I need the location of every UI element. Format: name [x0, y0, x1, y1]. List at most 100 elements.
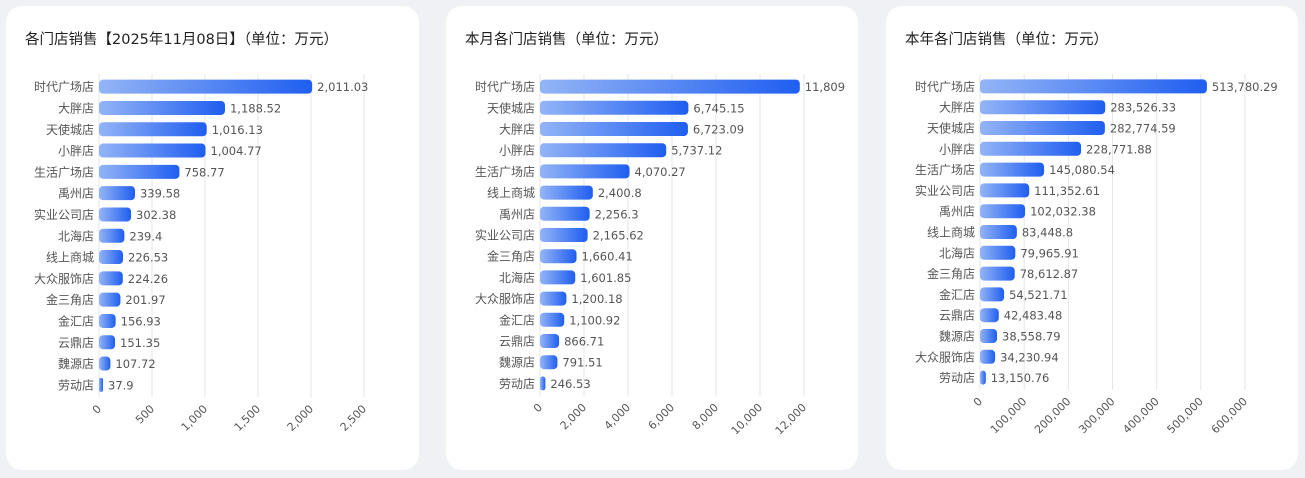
bar[interactable]	[540, 291, 567, 306]
bar[interactable]	[980, 245, 1016, 260]
bar[interactable]	[99, 250, 124, 265]
bar[interactable]	[99, 100, 225, 115]
store-sales-month-chart: 0 2,000 4,000 6,000 8,000 10,000 12,000 时代广场店 11…	[475, 74, 845, 437]
category-label: 金三角店	[487, 249, 535, 264]
x-tick-label: 2,500	[338, 402, 369, 433]
bar[interactable]	[980, 100, 1106, 115]
category-label: 生活广场店	[915, 163, 975, 177]
bar[interactable]	[99, 122, 207, 137]
bar[interactable]	[99, 313, 116, 328]
category-label: 北海店	[939, 245, 975, 260]
bar[interactable]	[99, 186, 135, 201]
bar[interactable]	[540, 270, 576, 285]
category-label: 劳动店	[58, 378, 94, 392]
panel-title: 各门店销售【2025年11月08日】（单位：万元）	[25, 32, 339, 48]
bar[interactable]	[980, 329, 998, 343]
category-label: 线上商城	[927, 225, 975, 240]
value-label: 791.51	[562, 356, 602, 370]
store-sales-today-panel: 各门店销售【2025年11月08日】（单位：万元） 0 500 1,000 1,500…	[6, 6, 419, 470]
value-label: 2,400.8	[598, 186, 642, 200]
bar[interactable]	[980, 183, 1030, 198]
category-label: 云鼎店	[939, 309, 975, 323]
bar[interactable]	[980, 266, 1015, 281]
category-label: 大众服饰店	[34, 272, 94, 286]
bar[interactable]	[540, 79, 800, 94]
bar[interactable]	[980, 287, 1005, 302]
category-label: 金汇店	[58, 313, 94, 328]
bar[interactable]	[540, 164, 630, 179]
category-label: 线上商城	[487, 185, 535, 200]
x-tick-label: 1,000	[179, 402, 210, 433]
bar[interactable]	[540, 228, 588, 242]
bar[interactable]	[980, 79, 1207, 94]
bar[interactable]	[99, 271, 123, 286]
value-label: 111,352.61	[1034, 184, 1100, 198]
bar[interactable]	[99, 207, 132, 222]
category-label: 生活广场店	[475, 165, 535, 179]
value-label: 79,965.91	[1020, 246, 1079, 260]
bar[interactable]	[540, 376, 546, 391]
bar[interactable]	[540, 334, 560, 348]
bar[interactable]	[99, 228, 125, 243]
bar[interactable]	[980, 141, 1082, 156]
value-label: 226.53	[128, 251, 168, 265]
value-label: 151.35	[120, 336, 160, 350]
bar[interactable]	[980, 162, 1045, 177]
category-label: 云鼎店	[58, 336, 94, 350]
bar[interactable]	[980, 308, 999, 323]
x-tick-label: 0	[90, 402, 104, 416]
bar[interactable]	[540, 100, 689, 115]
value-label: 54,521.71	[1009, 288, 1068, 302]
panel-title: 本年各门店销售（单位：万元）	[905, 32, 1108, 48]
x-tick-label: 2,000	[285, 402, 316, 433]
store-sales-year-panel: 本年各门店销售（单位：万元） 0 100,000 200,000 300,000 400…	[886, 6, 1298, 470]
bar[interactable]	[99, 356, 111, 371]
value-label: 2,011.03	[317, 80, 368, 94]
category-label: 天使城店	[46, 122, 94, 137]
value-label: 2,256.3	[595, 207, 639, 221]
store-sales-year-chart: 0 100,000 200,000 300,000 400,000 500,000 600,…	[915, 74, 1278, 436]
value-label: 6,745.15	[693, 101, 744, 115]
bar[interactable]	[99, 143, 206, 158]
bar[interactable]	[540, 312, 565, 327]
bar[interactable]	[540, 185, 593, 200]
bar[interactable]	[99, 377, 104, 392]
bar[interactable]	[980, 121, 1105, 135]
category-label: 天使城店	[927, 121, 975, 136]
bar[interactable]	[980, 204, 1026, 219]
category-label: 劳动店	[499, 377, 535, 391]
bar[interactable]	[99, 164, 180, 179]
bar[interactable]	[980, 370, 986, 385]
value-label: 4,070.27	[635, 165, 686, 179]
store-sales-month-panel: 本月各门店销售（单位：万元） 0 2,000 4,000 6,000 8,000 10,0…	[446, 6, 858, 470]
x-tick-label: 500	[133, 402, 157, 426]
x-tick-label: 400,000	[1120, 395, 1161, 436]
value-label: 38,558.79	[1002, 330, 1061, 344]
value-label: 78,612.87	[1020, 267, 1079, 281]
value-label: 2,165.62	[593, 229, 644, 243]
category-label: 小胖店	[939, 142, 975, 156]
bar[interactable]	[540, 143, 667, 158]
bar[interactable]	[99, 292, 121, 307]
bar[interactable]	[99, 79, 313, 94]
bar[interactable]	[540, 206, 590, 221]
bar[interactable]	[99, 335, 116, 350]
category-label: 小胖店	[58, 144, 94, 158]
category-label: 大胖店	[499, 123, 535, 137]
category-label: 金三角店	[927, 266, 975, 281]
value-label: 107.72	[115, 357, 155, 371]
category-label: 禹州店	[58, 187, 94, 201]
value-label: 758.77	[184, 165, 224, 179]
bar[interactable]	[540, 355, 558, 370]
category-label: 小胖店	[499, 144, 535, 158]
bar[interactable]	[540, 122, 688, 136]
bar[interactable]	[980, 225, 1017, 239]
value-label: 224.26	[128, 272, 168, 286]
category-label: 大众服饰店	[475, 292, 535, 306]
category-label: 大众服饰店	[915, 350, 975, 364]
value-label: 1,660.41	[582, 250, 633, 264]
value-label: 201.97	[125, 293, 165, 307]
bar[interactable]	[540, 249, 577, 264]
bar[interactable]	[980, 349, 996, 364]
category-label: 金汇店	[499, 312, 535, 327]
